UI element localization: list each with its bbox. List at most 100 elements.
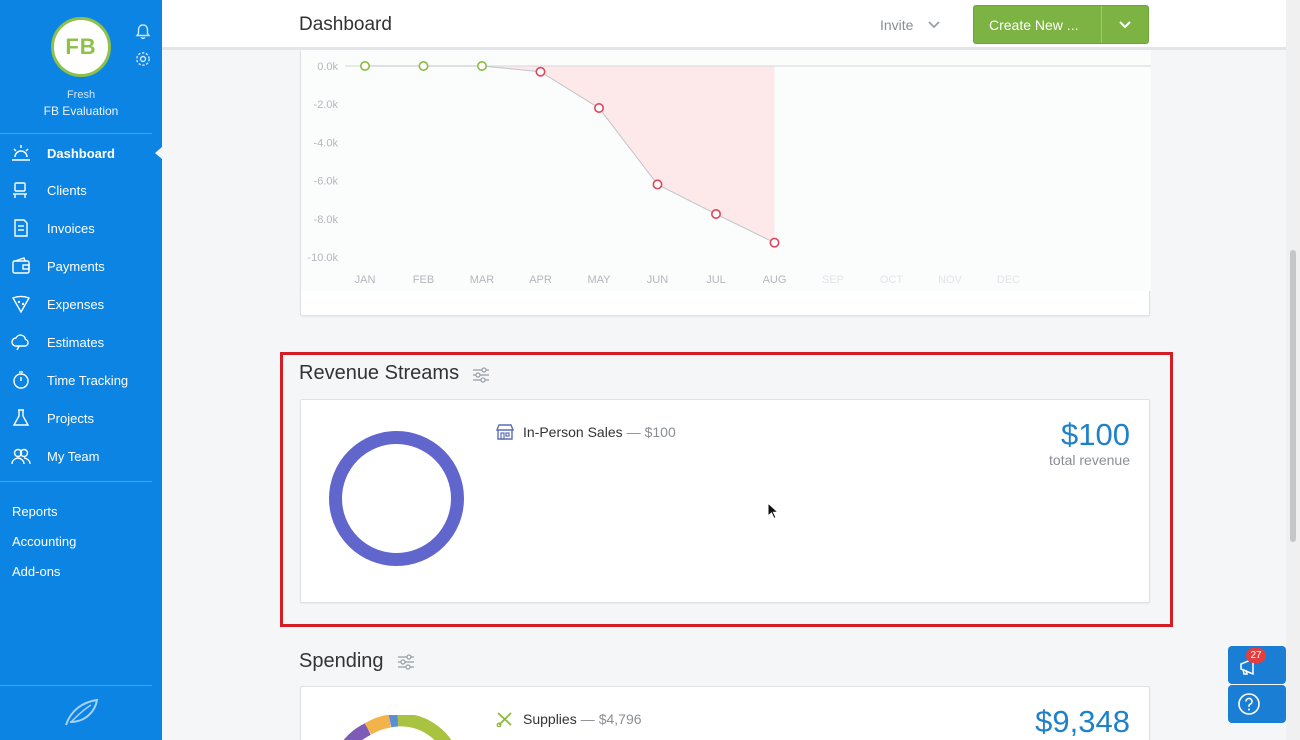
y-tick-label: -2.0k — [314, 99, 339, 111]
org-name-line2: FB Evaluation — [43, 104, 119, 118]
sidebar-label-payments: Payments — [47, 258, 105, 274]
scrollbar-thumb[interactable] — [1290, 250, 1296, 542]
settings-sliders-icon[interactable] — [472, 367, 490, 383]
data-point — [652, 179, 663, 190]
chevron-down-icon[interactable] — [928, 19, 940, 31]
sidebar: FB Fresh FB Evaluation Dashboard Clients… — [0, 0, 162, 740]
supplies-tools-icon — [496, 712, 512, 727]
team-icon — [11, 448, 31, 465]
sidebar-item-my-team[interactable]: My Team — [0, 438, 162, 474]
sidebar-label-projects: Projects — [47, 410, 94, 426]
invoices-icon — [14, 219, 28, 237]
bell-icon[interactable] — [134, 23, 152, 41]
spending-item-separator: — — [580, 711, 595, 727]
x-tick-label: MAY — [587, 274, 611, 286]
revenue-total: $100 — [1061, 417, 1130, 452]
spending-item-row[interactable]: Supplies — $4,796 — [496, 711, 642, 727]
annotation-highlight-box — [280, 352, 1173, 627]
estimates-cloud-icon — [11, 334, 29, 351]
freshbooks-leaf-logo-icon[interactable] — [63, 698, 99, 728]
create-new-button[interactable]: Create New ... — [973, 5, 1149, 44]
sidebar-label-expenses: Expenses — [47, 296, 105, 312]
x-tick-label: MAR — [470, 274, 495, 286]
page-title: Dashboard — [299, 14, 392, 35]
spending-title: Spending — [299, 650, 384, 672]
revenue-streams-card: In-Person Sales — $100 $100 total revenu… — [300, 399, 1150, 603]
spending-card: Supplies — $4,796 $9,348 — [300, 686, 1150, 740]
spending-item-name: Supplies — [523, 711, 577, 727]
x-tick-label: DEC — [997, 274, 1020, 286]
series-line — [365, 65, 775, 244]
data-point — [769, 237, 780, 248]
data-point — [593, 103, 604, 114]
sidebar-divider — [0, 685, 152, 686]
data-point — [359, 61, 370, 71]
y-tick-label: -4.0k — [314, 137, 339, 149]
revenue-stream-amount: $100 — [644, 424, 676, 440]
expenses-pizza-icon — [11, 295, 31, 314]
sidebar-label-clients: Clients — [47, 182, 87, 198]
sidebar-divider — [0, 481, 152, 482]
x-tick-label: NOV — [938, 274, 963, 286]
x-tick-label: JUN — [647, 274, 668, 286]
page-scrollbar[interactable] — [1286, 0, 1300, 740]
sidebar-divider — [0, 133, 152, 134]
settings-sliders-icon[interactable] — [397, 654, 415, 670]
sidebar-item-accounting[interactable]: Accounting — [12, 534, 77, 549]
x-tick-label: JAN — [355, 274, 376, 286]
dashboard-sun-icon — [12, 145, 30, 161]
org-name-line1: Fresh — [66, 89, 96, 101]
spending-total: $9,348 — [1035, 704, 1130, 739]
chevron-down-icon[interactable] — [1118, 18, 1132, 32]
y-tick-label: -10.0k — [307, 252, 338, 264]
spending-segment — [388, 715, 399, 728]
sidebar-label-dashboard: Dashboard — [47, 145, 115, 161]
y-tick-label: -6.0k — [314, 176, 339, 188]
active-indicator — [155, 147, 162, 159]
payments-wallet-icon — [12, 257, 30, 274]
sidebar-label-estimates: Estimates — [47, 334, 105, 350]
spending-segment — [364, 715, 392, 735]
store-icon — [496, 424, 514, 440]
question-circle-icon — [1238, 693, 1260, 715]
y-tick-label: -8.0k — [314, 214, 339, 226]
gear-icon[interactable] — [134, 50, 152, 68]
x-tick-label: AUG — [763, 274, 787, 286]
sidebar-item-dashboard[interactable]: Dashboard — [0, 135, 162, 171]
top-header: Dashboard Invite Create New ... — [162, 0, 1286, 50]
stopwatch-icon — [13, 371, 29, 389]
spending-segment — [397, 715, 452, 740]
sidebar-item-estimates[interactable]: Estimates — [0, 324, 162, 360]
sidebar-item-add-ons[interactable]: Add-ons — [12, 564, 61, 579]
data-point — [418, 61, 429, 71]
revenue-stream-row[interactable]: In-Person Sales — $100 — [496, 424, 676, 440]
mouse-cursor-icon — [767, 502, 779, 520]
sidebar-item-reports[interactable]: Reports — [12, 504, 58, 519]
sidebar-label-time-tracking: Time Tracking — [47, 372, 129, 388]
x-tick-label: OCT — [880, 274, 904, 286]
negative-area-fill — [482, 66, 775, 243]
sidebar-label-my-team: My Team — [47, 448, 100, 464]
revenue-ring — [329, 431, 464, 566]
sidebar-item-clients[interactable]: Clients — [0, 172, 162, 208]
data-point — [535, 66, 546, 77]
sidebar-item-time-tracking[interactable]: Time Tracking — [0, 362, 162, 398]
sidebar-item-projects[interactable]: Projects — [0, 400, 162, 436]
clients-icon — [13, 182, 27, 198]
spending-donut-chart — [343, 715, 452, 740]
profit-chart-card: 0.0k -2.0k -4.0k -6.0k -8.0k -10.0k JAN FEB MAR A… — [300, 50, 1151, 316]
sidebar-item-invoices[interactable]: Invoices — [0, 210, 162, 246]
sidebar-item-expenses[interactable]: Expenses — [0, 286, 162, 322]
revenue-stream-separator: — — [626, 424, 641, 440]
revenue-stream-name: In-Person Sales — [523, 424, 623, 440]
x-tick-label: SEP — [822, 274, 844, 286]
x-tick-label: APR — [529, 274, 552, 286]
spending-segment — [343, 723, 372, 740]
sidebar-item-payments[interactable]: Payments — [0, 248, 162, 284]
avatar[interactable]: FB — [51, 17, 111, 77]
sidebar-label-invoices: Invoices — [47, 220, 95, 236]
create-new-label: Create New ... — [989, 17, 1079, 33]
invite-button[interactable]: Invite — [880, 17, 914, 33]
help-button[interactable] — [1228, 685, 1286, 723]
avatar-initials: FB — [65, 34, 97, 59]
